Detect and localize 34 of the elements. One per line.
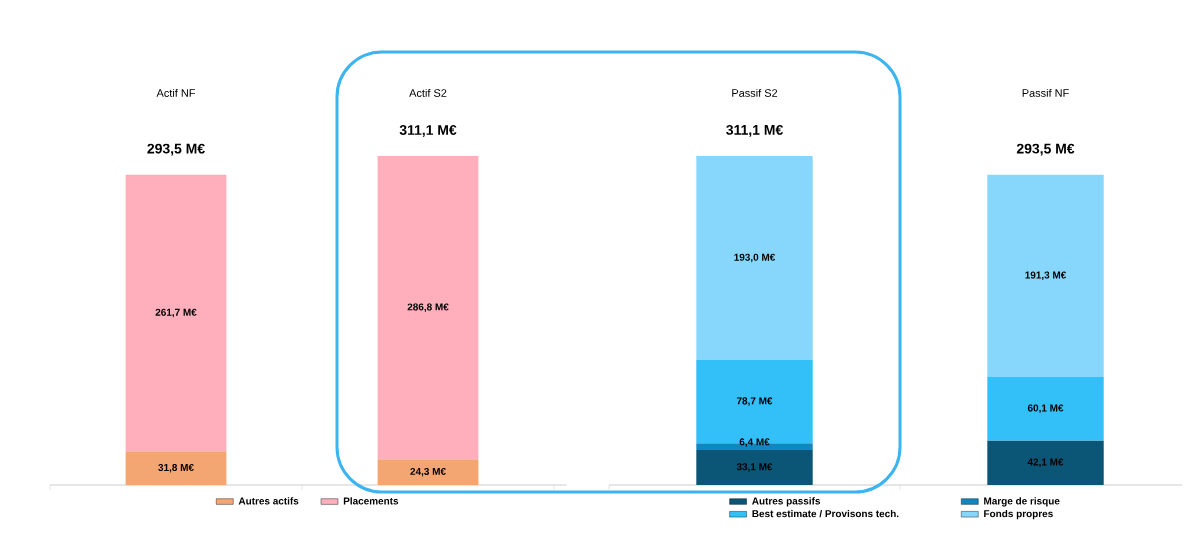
data-label: 191,3 M€: [1025, 271, 1067, 281]
bar: [125, 451, 227, 485]
legend-label: Autres actifs: [238, 497, 299, 505]
data-label: 33,1 M€: [736, 463, 773, 472]
bar: [377, 459, 479, 485]
bar: [696, 450, 813, 485]
legend-label: Placements: [343, 497, 399, 505]
data-label: 42,1 M€: [1027, 458, 1064, 467]
total-label: 293,5 M€: [1016, 143, 1075, 156]
data-label: 60,1 M€: [1027, 404, 1064, 413]
legend-label: Autres passifs: [752, 497, 821, 507]
bar: [987, 174, 1104, 377]
data-label: 286,8 M€: [407, 303, 449, 312]
bar: [696, 155, 813, 360]
bar: [987, 376, 1104, 441]
bar: [377, 156, 479, 460]
data-label: 193,0 M€: [734, 253, 776, 263]
legend-label: Marge de risque: [984, 497, 1060, 507]
x-tick-label: Actif NF: [156, 88, 196, 97]
data-label: 6,4 M€: [739, 438, 770, 447]
bar: [125, 174, 227, 452]
data-label: 24,3 M€: [410, 467, 446, 477]
legend-label: Best estimate / Provisons tech.: [752, 509, 899, 518]
x-tick-label: Passif NF: [1022, 88, 1069, 97]
x-tick-label: Actif S2: [409, 88, 447, 97]
total-label: 293,5 M€: [147, 143, 205, 156]
data-label: 261,7 M€: [155, 308, 197, 318]
total-label: 311,1 M€: [726, 124, 783, 137]
bar: [987, 440, 1104, 485]
legend-label: Fonds propres: [984, 509, 1053, 520]
total-label: 311,1 M€: [399, 125, 457, 137]
data-label: 31,8 M€: [158, 463, 194, 473]
x-tick-label: Passif S2: [732, 88, 778, 97]
data-label: 78,7 M€: [736, 397, 773, 406]
